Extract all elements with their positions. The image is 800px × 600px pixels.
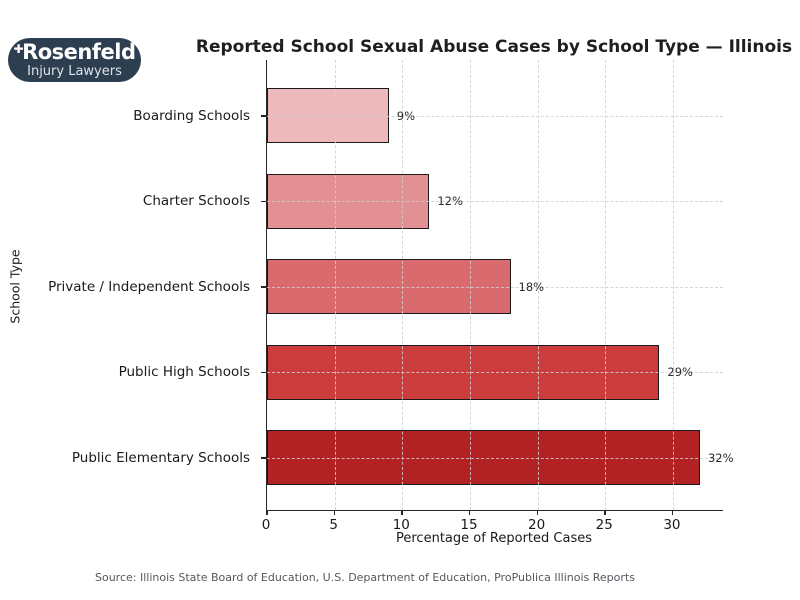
x-tick-mark (266, 511, 268, 515)
category-labels: Boarding Schools Charter Schools Private /… (0, 60, 258, 510)
x-tick-label: 30 (663, 517, 681, 533)
chart-title: Reported School Sexual Abuse Cases by Sc… (195, 37, 793, 57)
x-axis-label: Percentage of Reported Cases (396, 531, 592, 546)
x-tick-mark (536, 511, 539, 515)
category-label: Private / Independent Schools (48, 278, 250, 295)
y-tick-mark (261, 200, 267, 202)
plot-area: 9% 12% 18% 29% 32% (261, 60, 734, 511)
category-label: Charter Schools (142, 193, 250, 210)
x-tick-label: 5 (329, 517, 338, 533)
y-tick-mark (261, 457, 267, 459)
x-tick-label: 10 (392, 517, 410, 533)
rosenfeld-logo: ✚Rosenfeld Injury Lawyers (8, 38, 141, 82)
x-axis-ticks: 0 5 10 15 20 25 30 (262, 511, 722, 537)
logo-tagline: Injury Lawyers (27, 64, 122, 79)
y-tick-mark (261, 371, 267, 373)
x-tick-mark (604, 511, 606, 515)
x-tick-mark (333, 511, 336, 515)
bar-value-label: 12% (437, 194, 463, 209)
value-labels-layer: 9% 12% 18% 29% 32% (267, 60, 734, 510)
medical-cross-icon: ✚ (13, 42, 24, 56)
logo-brand-name: Rosenfeld (22, 40, 136, 64)
x-tick-label: 15 (460, 517, 478, 533)
category-label: Boarding Schools (133, 107, 250, 124)
logo-brand-text: ✚Rosenfeld (14, 41, 136, 66)
x-tick-mark (401, 511, 403, 515)
y-tick-mark (261, 286, 267, 288)
bar-value-label: 32% (707, 450, 734, 465)
x-tick-mark (468, 511, 471, 515)
x-tick-label: 0 (261, 517, 271, 533)
source-note: Source: Illinois State Board of Educatio… (95, 571, 635, 584)
y-tick-mark (261, 115, 267, 117)
bar-value-label: 29% (667, 365, 693, 380)
category-label: Public Elementary Schools (71, 449, 250, 466)
x-tick-mark (671, 511, 674, 515)
category-label: Public High Schools (118, 364, 250, 381)
x-tick-label: 20 (528, 517, 546, 533)
bar-value-label: 9% (396, 108, 416, 123)
x-tick-label: 25 (595, 517, 613, 533)
bar-value-label: 18% (518, 279, 545, 294)
